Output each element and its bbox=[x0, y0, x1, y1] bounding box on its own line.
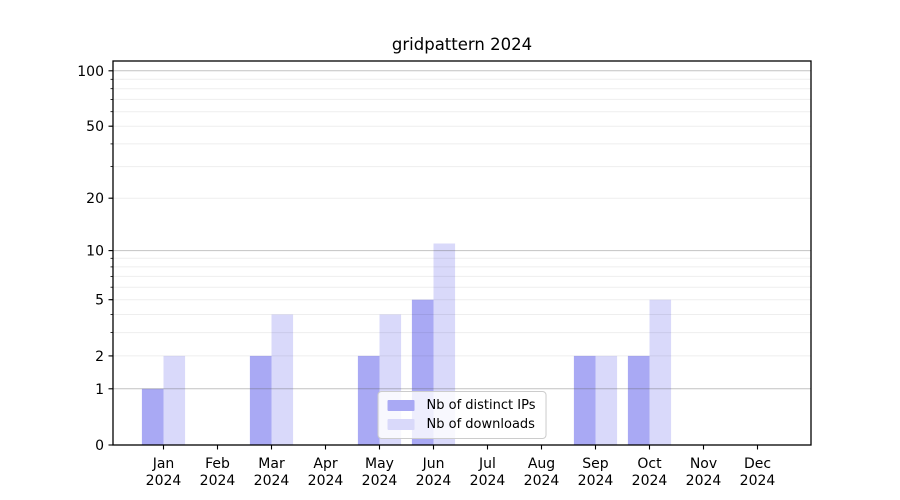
x-tick-label-month: Feb bbox=[205, 456, 230, 472]
bar-nb-of-distinct-ips-may bbox=[357, 355, 380, 445]
x-tick-label-month: Jun bbox=[422, 456, 445, 472]
x-tick-label-year: 2024 bbox=[578, 473, 614, 489]
y-tick-label: 20 bbox=[86, 191, 104, 207]
x-tick-label-month: Jul bbox=[478, 456, 496, 472]
legend: Nb of distinct IPs Nb of downloads bbox=[377, 391, 547, 439]
x-tick-label-month: May bbox=[365, 456, 394, 472]
x-tick-label-year: 2024 bbox=[632, 473, 668, 489]
x-tick-label-year: 2024 bbox=[200, 473, 236, 489]
chart-title: gridpattern 2024 bbox=[391, 35, 533, 54]
bar-nb-of-downloads-mar bbox=[271, 314, 294, 445]
legend-item: Nb of distinct IPs bbox=[387, 398, 536, 413]
y-tick-label: 10 bbox=[86, 244, 104, 260]
x-tick-label-month: Mar bbox=[258, 456, 285, 472]
x-tick-label-year: 2024 bbox=[146, 473, 182, 489]
bar-nb-of-downloads-sep bbox=[595, 355, 618, 445]
x-tick-label-month: Apr bbox=[313, 456, 337, 472]
y-tick-label: 100 bbox=[77, 64, 104, 80]
legend-label: Nb of downloads bbox=[426, 417, 535, 432]
x-tick-label-year: 2024 bbox=[254, 473, 290, 489]
x-tick-label-month: Dec bbox=[744, 456, 771, 472]
x-tick-label-month: Oct bbox=[637, 456, 662, 472]
bar-nb-of-distinct-ips-sep bbox=[573, 355, 596, 445]
x-tick-label-year: 2024 bbox=[686, 473, 722, 489]
bar-nb-of-downloads-oct bbox=[649, 299, 672, 445]
y-tick-label: 5 bbox=[95, 293, 104, 309]
legend-item: Nb of downloads bbox=[387, 417, 536, 432]
x-tick-label-month: Jan bbox=[152, 456, 175, 472]
y-tick-label: 2 bbox=[95, 349, 104, 365]
x-tick-label-year: 2024 bbox=[740, 473, 776, 489]
legend-swatch-icon bbox=[387, 419, 415, 430]
bar-nb-of-distinct-ips-jan bbox=[141, 388, 164, 445]
bar-nb-of-downloads-jan bbox=[163, 355, 186, 445]
y-tick-label: 1 bbox=[95, 382, 104, 398]
x-tick-label-month: Sep bbox=[582, 456, 609, 472]
x-tick-label-year: 2024 bbox=[362, 473, 398, 489]
bar-nb-of-distinct-ips-oct bbox=[627, 355, 650, 445]
x-tick-label-year: 2024 bbox=[416, 473, 452, 489]
legend-label: Nb of distinct IPs bbox=[426, 398, 536, 413]
x-tick-label-year: 2024 bbox=[470, 473, 506, 489]
x-tick-label-year: 2024 bbox=[524, 473, 560, 489]
bar-nb-of-distinct-ips-mar bbox=[249, 355, 272, 445]
plot-border bbox=[112, 60, 812, 446]
y-tick-label: 50 bbox=[86, 119, 104, 135]
x-tick-label-month: Aug bbox=[528, 456, 555, 472]
y-tick-label: 0 bbox=[95, 438, 104, 454]
x-tick-label-month: Nov bbox=[690, 456, 717, 472]
x-tick-label-year: 2024 bbox=[308, 473, 344, 489]
legend-swatch-icon bbox=[387, 400, 415, 411]
